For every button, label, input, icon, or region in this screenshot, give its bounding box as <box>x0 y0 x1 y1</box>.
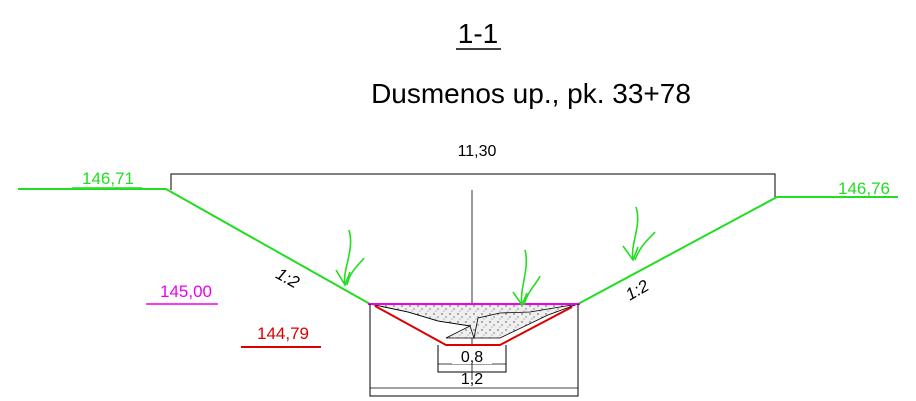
bottom-inner-dimension <box>437 345 507 373</box>
bed-inner-edge <box>369 303 579 340</box>
ground-profile <box>18 188 371 305</box>
bottom-inner-label: 0,8 <box>461 349 483 366</box>
bed-line <box>374 305 573 346</box>
top-width-label: 11,30 <box>458 143 497 160</box>
water-level-elevation: 145,00 <box>160 282 212 301</box>
ground-profile-right <box>577 196 898 305</box>
bottom-outer-dimension <box>369 304 579 397</box>
inner-label-bg <box>452 346 492 364</box>
grass-icon <box>512 249 541 307</box>
section-label: 1-1 <box>458 18 498 49</box>
grass-icon <box>622 206 656 262</box>
right-bank-elevation: 146,76 <box>838 179 890 198</box>
top-width-dimension-frame <box>170 173 776 197</box>
grass-icon <box>335 229 365 287</box>
bed-level-elevation: 144,79 <box>257 324 309 343</box>
left-bank-elevation: 146,71 <box>82 169 134 188</box>
section-subtitle: Dusmenos up., pk. 33+78 <box>371 78 691 109</box>
right-slope-label: 1:2 <box>622 276 652 305</box>
bottom-outer-label: 1,2 <box>461 371 483 388</box>
left-slope-label: 1:2 <box>273 264 303 292</box>
